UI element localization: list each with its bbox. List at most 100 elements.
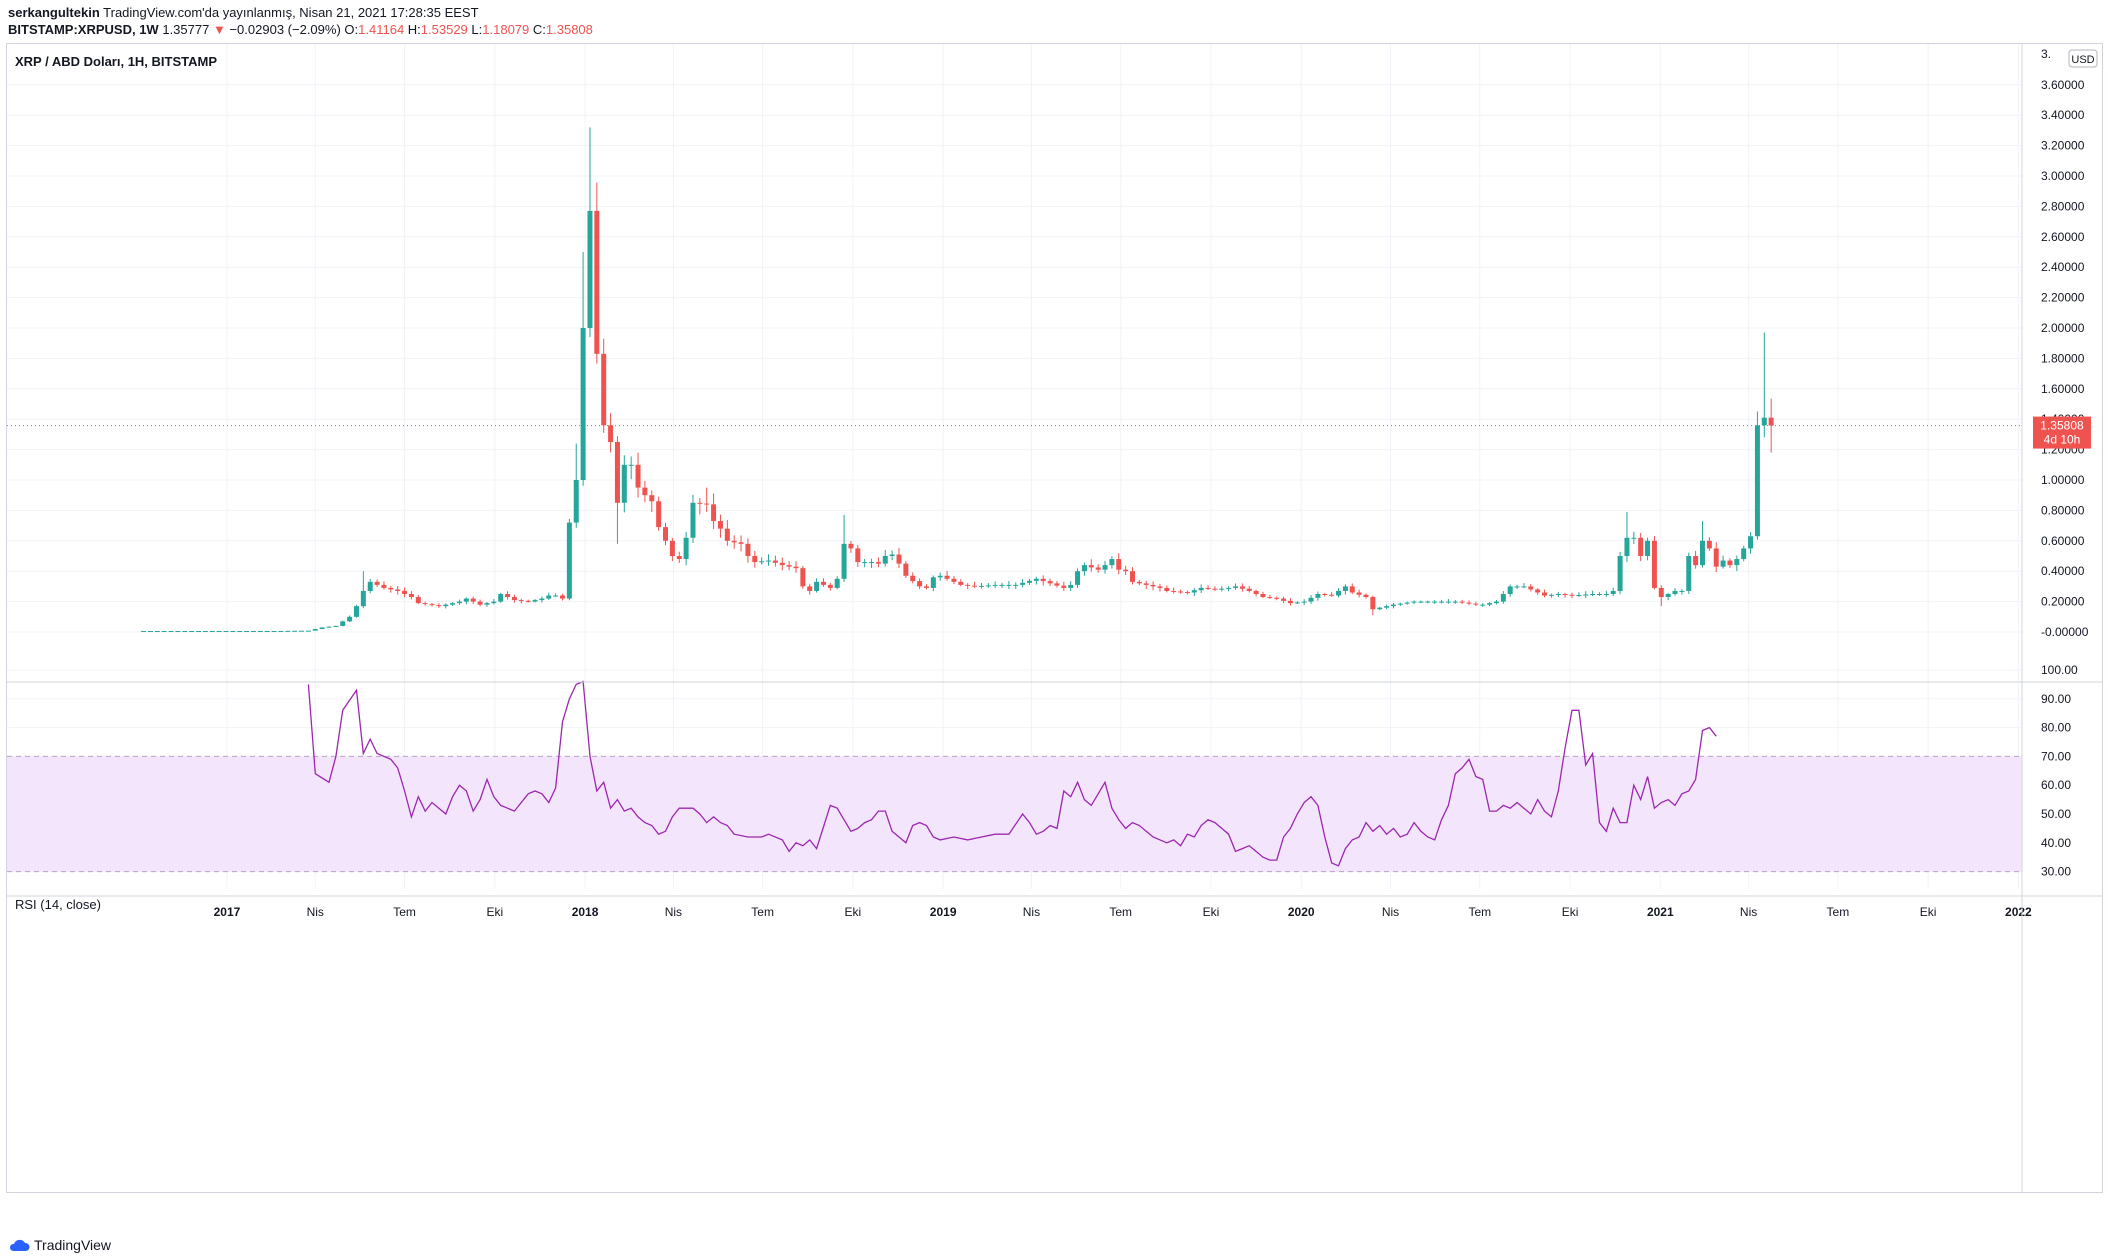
candle-body bbox=[175, 631, 181, 633]
candle-body bbox=[1617, 556, 1623, 591]
candle-body bbox=[1068, 584, 1074, 588]
candle-body bbox=[196, 631, 202, 633]
current-price-label: 1.35808 bbox=[2040, 419, 2084, 433]
rsi-legend: RSI (14, close) bbox=[15, 897, 101, 912]
candle-body bbox=[724, 528, 730, 541]
cloud-icon bbox=[9, 1239, 30, 1251]
candle-body bbox=[1239, 586, 1245, 589]
candle-body bbox=[326, 626, 332, 628]
candle-body bbox=[1116, 559, 1122, 570]
candle-body bbox=[1178, 591, 1184, 593]
publish-info: serkangultekin TradingView.com'da yayınl… bbox=[8, 5, 479, 20]
candle-body bbox=[1452, 601, 1458, 603]
ohlc-open-label: O: bbox=[344, 22, 359, 37]
candle-body bbox=[1576, 595, 1582, 597]
candle-body bbox=[1404, 602, 1410, 604]
candle-body bbox=[1411, 601, 1417, 603]
candle-body bbox=[230, 631, 236, 633]
rsi-tick-label: 40.00 bbox=[2041, 836, 2071, 850]
candle-body bbox=[1102, 565, 1108, 570]
currency-button[interactable]: USD bbox=[2068, 49, 2098, 68]
candle-body bbox=[1026, 580, 1032, 583]
candle-body bbox=[958, 581, 964, 585]
candle-body bbox=[663, 527, 669, 541]
rsi-tick-label: 30.00 bbox=[2041, 865, 2071, 879]
candle-body bbox=[972, 585, 978, 587]
candle-body bbox=[807, 586, 813, 591]
candle-body bbox=[669, 540, 675, 556]
candle-body bbox=[1425, 601, 1431, 603]
candle-body bbox=[278, 630, 284, 632]
candle-body bbox=[1480, 604, 1486, 606]
candle-body bbox=[1129, 571, 1135, 582]
candle-body bbox=[168, 631, 174, 633]
candle-body bbox=[999, 584, 1005, 586]
candle-body bbox=[257, 631, 263, 633]
candle-body bbox=[1329, 594, 1335, 596]
rsi-tick-label: 60.00 bbox=[2041, 778, 2071, 792]
tradingview-logo[interactable]: TradingView bbox=[8, 1237, 111, 1253]
candle-body bbox=[388, 587, 394, 590]
candle-body bbox=[1679, 590, 1685, 592]
price-tick-label: 1.00000 bbox=[2041, 473, 2085, 487]
candle-body bbox=[505, 594, 511, 598]
candles bbox=[7, 127, 2022, 633]
candle-body bbox=[1336, 590, 1342, 596]
candle-body bbox=[862, 562, 868, 564]
candle-body bbox=[1040, 578, 1046, 582]
candle-body bbox=[786, 565, 792, 567]
candle-body bbox=[621, 464, 627, 503]
candle-body bbox=[766, 560, 772, 562]
candle-body bbox=[889, 554, 895, 556]
candle-body bbox=[1493, 601, 1499, 604]
candle-body bbox=[1624, 537, 1630, 556]
candle-body bbox=[491, 601, 497, 604]
candle-body bbox=[738, 542, 744, 544]
rsi-tick-label: 90.00 bbox=[2041, 692, 2071, 706]
candle-body bbox=[1281, 598, 1287, 601]
candle-body bbox=[244, 631, 250, 633]
candle-body bbox=[869, 562, 875, 564]
candle-body bbox=[1377, 607, 1383, 610]
candle-body bbox=[834, 578, 840, 588]
candle-body bbox=[299, 630, 305, 632]
candle-body bbox=[1528, 586, 1534, 590]
author-name[interactable]: serkangultekin bbox=[8, 5, 100, 20]
candle-body bbox=[402, 590, 408, 594]
price-change: −0.02903 (−2.09%) bbox=[229, 22, 341, 37]
time-tick-label: Tem bbox=[1827, 905, 1850, 919]
time-tick-label: Nis bbox=[307, 905, 324, 919]
price-chart[interactable]: 3.60000 3.40000 3.20000 3.00000 2.80000 2.600… bbox=[7, 44, 2102, 1192]
candle-body bbox=[923, 586, 929, 588]
axes: 3.60000 3.40000 3.20000 3.00000 2.80000 2.600… bbox=[7, 44, 2102, 1192]
candle-body bbox=[937, 575, 943, 578]
candle-body bbox=[147, 631, 153, 633]
candle-body bbox=[1198, 587, 1204, 591]
candle-body bbox=[1500, 594, 1506, 602]
candle-body bbox=[1164, 587, 1170, 591]
candle-body bbox=[1562, 594, 1568, 595]
candle-body bbox=[1542, 592, 1548, 596]
time-tick-label: Eki bbox=[486, 905, 503, 919]
time-tick-label: Nis bbox=[1023, 905, 1040, 919]
chart-frame[interactable]: 3.60000 3.40000 3.20000 3.00000 2.80000 2.600… bbox=[6, 43, 2103, 1193]
time-tick-label: Eki bbox=[845, 905, 862, 919]
candle-body bbox=[1150, 584, 1156, 587]
candle-body bbox=[1487, 603, 1493, 605]
candle-body bbox=[800, 568, 806, 587]
candle-body bbox=[422, 603, 428, 605]
candle-body bbox=[209, 631, 215, 633]
candle-body bbox=[1521, 586, 1527, 588]
candle-body bbox=[443, 604, 449, 607]
candle-body bbox=[580, 328, 586, 480]
candle-body bbox=[683, 537, 689, 560]
candle-body bbox=[525, 600, 531, 602]
candle-body bbox=[917, 581, 923, 587]
candle-body bbox=[1651, 540, 1657, 588]
candle-body bbox=[1397, 603, 1403, 605]
time-tick-label: Nis bbox=[1382, 905, 1399, 919]
candle-body bbox=[470, 598, 476, 602]
candle-body bbox=[1274, 597, 1280, 599]
candle-body bbox=[141, 631, 147, 633]
candle-body bbox=[1418, 601, 1424, 603]
